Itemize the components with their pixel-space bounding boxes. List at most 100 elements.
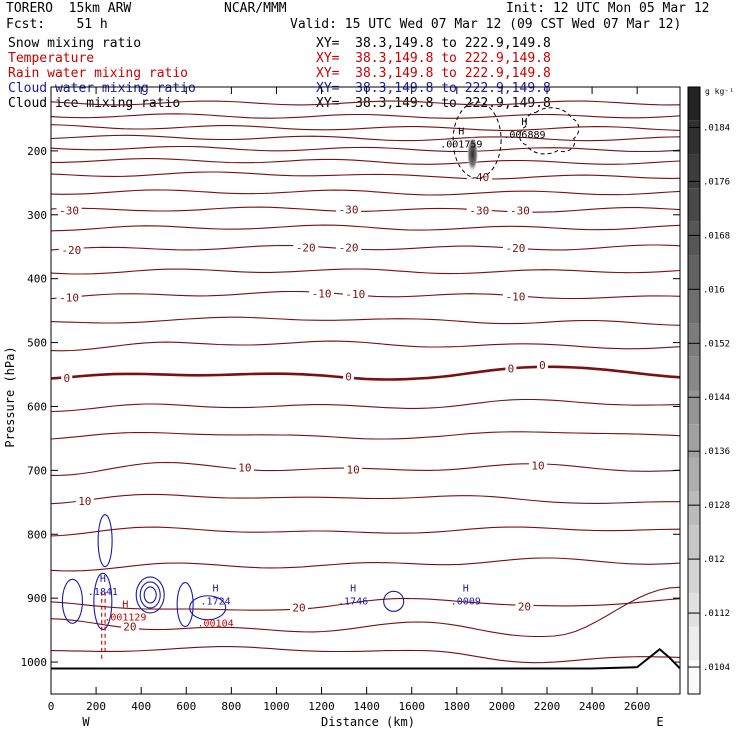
cloud-water-contour [383, 590, 405, 612]
colorbar-tick-label: .0168 [703, 231, 730, 241]
colorbar-tick-label: .0144 [703, 393, 730, 403]
header-model: TORERO 15km ARW [6, 1, 132, 16]
snow-mixing-core [466, 134, 479, 174]
isotherm-line [50, 493, 680, 505]
isotherm-label: -30 [59, 204, 79, 217]
x-tick-label: 0 [48, 700, 55, 713]
extremum-marker: H [463, 583, 469, 594]
west-end-label: W [82, 715, 90, 729]
isotherm-line [50, 398, 681, 413]
extremum-marker: H [122, 599, 128, 610]
isotherm-label: -20 [505, 242, 525, 255]
field-name: Temperature [8, 51, 95, 66]
x-tick-label: 600 [176, 700, 196, 713]
colorbar-tick-label: .0128 [703, 501, 730, 511]
cloud-water-contour [139, 581, 161, 609]
isotherm-label: -30 [510, 204, 530, 217]
isotherm-label: 0 [508, 362, 515, 375]
colorbar-tick-label: .0184 [703, 123, 730, 133]
extremum-marker: H [213, 583, 219, 594]
y-axis-label: Pressure (hPa) [3, 346, 17, 447]
isotherm-label: -10 [505, 290, 525, 303]
field-xy: XY= 38.3,149.8 to 222.9,149.8 [316, 81, 551, 96]
field-xy: XY= 38.3,149.8 to 222.9,149.8 [316, 51, 551, 66]
field-name: Rain water mixing ratio [8, 66, 189, 81]
colorbar-swatch [688, 491, 700, 526]
isotherm-line [50, 206, 681, 213]
isotherm-label: -40 [469, 171, 489, 184]
extremum-value: .0009 [451, 596, 481, 607]
colorbar-swatch [688, 323, 700, 357]
colorbar-swatch [688, 154, 700, 189]
header-center: NCAR/MMM [224, 1, 287, 16]
x-tick-label: 800 [221, 700, 241, 713]
x-tick-label: 1400 [353, 700, 380, 713]
isotherm-label: 10 [78, 495, 91, 508]
isotherm-line [50, 340, 681, 352]
isotherm-line [50, 646, 681, 664]
cloud-water-contour [135, 576, 165, 614]
x-tick-label: 1800 [444, 700, 471, 713]
cloud-water-contour [61, 578, 83, 624]
colorbar-tick-label: .0112 [703, 609, 730, 619]
isotherm-line [50, 113, 681, 119]
isotherm-line [50, 244, 681, 251]
cloud-water-contour [189, 595, 227, 621]
isotherm-label: -20 [61, 244, 81, 257]
isotherm-line [50, 224, 681, 232]
colorbar-frame [687, 86, 701, 695]
isotherm-line [51, 158, 681, 165]
colorbar-swatch [688, 221, 700, 256]
cloud-water-contour [97, 514, 113, 568]
x-tick-label: 2400 [579, 700, 606, 713]
y-tick-label: 300 [27, 209, 47, 222]
x-tick-label: 1000 [263, 700, 290, 713]
y-tick-label: 500 [27, 337, 47, 350]
isotherm-label: 10 [238, 462, 251, 475]
y-tick-label: 600 [27, 400, 47, 413]
x-tick-label: 1600 [398, 700, 425, 713]
colorbar-tick-label: .016 [703, 285, 725, 295]
isotherm-label: 0 [345, 371, 352, 384]
y-tick-label: 200 [27, 145, 47, 158]
x-tick-label: 2200 [534, 700, 561, 713]
colorbar-swatch [688, 592, 700, 627]
extremum-marker: H [458, 127, 464, 138]
colorbar-swatch [688, 559, 700, 593]
x-tick-label: 2600 [624, 700, 651, 713]
colorbar-swatch [688, 660, 700, 694]
extremum-value: .1746 [338, 596, 368, 607]
colorbar-swatch [688, 390, 700, 425]
isotherm-label: -30 [469, 204, 489, 217]
field-xy: XY= 38.3,149.8 to 222.9,149.8 [316, 36, 551, 51]
extremum-value: .006889 [503, 130, 545, 141]
terrain-line [51, 647, 681, 670]
isotherm-label: -10 [59, 292, 79, 305]
extremum-marker: H [350, 583, 356, 594]
colorbar-swatch [688, 424, 700, 458]
colorbar-tick-label: .0152 [703, 339, 730, 349]
header-valid: Valid: 15 UTC Wed 07 Mar 12 (09 CST Wed … [290, 17, 682, 32]
x-axis-label: Distance (km) [321, 715, 415, 729]
isotherm-label: 20 [123, 620, 136, 633]
extremum-value: .001129 [104, 612, 146, 623]
extremum-value: .001759 [440, 140, 482, 151]
isotherm-line [50, 557, 681, 572]
cloud-ice-contour [452, 101, 502, 179]
y-tick-label: 400 [27, 273, 47, 286]
isotherm-line [50, 365, 681, 381]
east-end-label: E [656, 715, 663, 729]
isotherm-label: -20 [339, 242, 359, 255]
x-tick-label: 1200 [308, 700, 335, 713]
isotherm-line [50, 145, 681, 153]
x-tick-label: 400 [131, 700, 151, 713]
x-tick-label: 2000 [489, 700, 516, 713]
isotherm-line [50, 134, 681, 142]
isotherm-line [50, 189, 681, 196]
isotherm-line [50, 431, 681, 440]
isotherm-line [50, 461, 681, 476]
isotherm-label: 10 [531, 459, 544, 472]
y-tick-label: 1000 [21, 656, 48, 669]
cloud-water-contour [176, 581, 194, 628]
